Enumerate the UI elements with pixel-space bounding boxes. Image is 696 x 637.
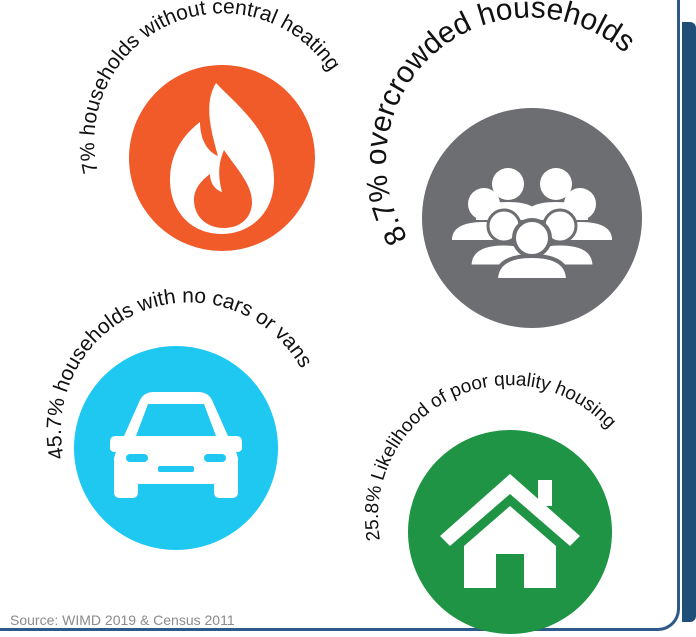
heating-panel: 7% households without central heating <box>76 0 345 251</box>
cars-panel: 45.7% households with no cars or vans <box>43 284 317 550</box>
house-icon <box>440 474 580 588</box>
housing-panel: 25.8% Likelihood of poor quality housing <box>362 369 620 634</box>
people-group-icon <box>452 168 612 282</box>
car-icon <box>110 392 242 498</box>
overcrowded-panel: 8.7% overcrowded households <box>360 0 642 328</box>
flame-icon <box>170 83 274 234</box>
source-note: Source: WIMD 2019 & Census 2011 <box>10 612 235 628</box>
card-edge-accent <box>682 22 696 622</box>
